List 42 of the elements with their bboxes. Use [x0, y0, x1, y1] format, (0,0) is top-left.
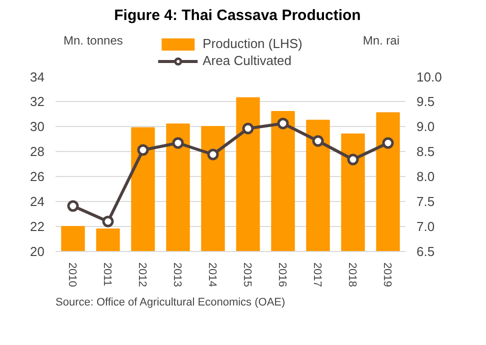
- point: [207, 148, 219, 160]
- x-tick-label: 2013: [171, 262, 183, 287]
- point: [67, 200, 79, 212]
- x-tick-label: 2012: [136, 262, 148, 287]
- x-tick-label: 2016: [276, 262, 288, 287]
- x-tick-label: 2019: [381, 262, 393, 287]
- y2-tick-label: 10.0: [416, 70, 442, 84]
- y2-tick-label: 8.5: [416, 144, 435, 159]
- y-tick-label: 30: [30, 119, 45, 134]
- y2-tick-label: 7.5: [416, 194, 435, 209]
- point: [137, 144, 149, 156]
- point: [172, 137, 184, 149]
- x-tick-label: 2014: [206, 262, 218, 287]
- y-tick-label: 32: [30, 94, 45, 109]
- x-tick-label: 2018: [346, 262, 358, 287]
- x-tick-label: 2017: [311, 262, 323, 287]
- y2-tick-label: 6.5: [416, 244, 435, 259]
- legend-label: Production (LHS): [202, 35, 302, 52]
- y-tick-label: 34: [30, 70, 45, 84]
- x-tick-label: 2010: [66, 262, 78, 287]
- y-tick-label: 28: [30, 144, 45, 159]
- point: [242, 122, 254, 134]
- y2-tick-label: 9.5: [416, 94, 435, 109]
- chart-title: Figure 4: Thai Cassava Production: [114, 6, 361, 26]
- y2-tick-label: 8.0: [416, 169, 435, 184]
- x-tick-label: 2015: [241, 262, 253, 287]
- point: [382, 137, 394, 149]
- point: [102, 216, 114, 228]
- y2-tick-label: 7.0: [416, 219, 435, 234]
- y-tick-label: 24: [30, 194, 45, 209]
- y2-tick-label: 9.0: [416, 119, 435, 134]
- y-tick-label: 22: [30, 219, 45, 234]
- x-tick-label: 2011: [101, 262, 113, 286]
- legend-label: Area Cultivated: [202, 52, 292, 69]
- y-tick-label: 26: [30, 169, 45, 184]
- y-axis-title: Mn. tonnes: [64, 34, 123, 48]
- source-note: Source: Office of Agricultural Economics (OAE): [56, 296, 286, 308]
- point: [347, 154, 359, 166]
- y2-axis-title: Mn. rai: [362, 34, 400, 48]
- point: [277, 118, 289, 130]
- y-tick-label: 20: [30, 244, 45, 259]
- point: [312, 135, 324, 147]
